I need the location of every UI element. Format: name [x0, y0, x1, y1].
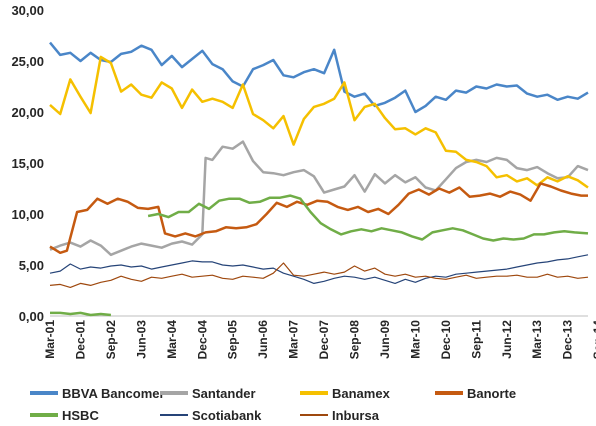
y-tick-label: 30,00 — [11, 3, 44, 18]
legend-item-banorte: Banorte — [435, 384, 516, 402]
series-line-santander — [49, 140, 589, 257]
y-tick-label: 5,00 — [19, 258, 44, 273]
line-chart: 0,00 5,00 10,00 15,00 20,00 25,00 30,00 Mar-01… — [11, 3, 596, 360]
legend-item-santander: Santander — [160, 384, 256, 402]
x-tick-label: Dec-01 — [73, 320, 87, 360]
x-tick-label: Sep-14 — [591, 320, 596, 360]
x-tick-label: Sep-08 — [348, 320, 362, 360]
x-tick-label: Mar-13 — [530, 320, 544, 359]
legend-item-hsbc: HSBC — [30, 406, 99, 424]
legend-swatch — [30, 391, 58, 395]
x-tick-label: Jun-06 — [256, 320, 270, 359]
y-tick-label: 10,00 — [11, 207, 44, 222]
series-line-hsbc — [50, 194, 589, 317]
x-tick-label: Dec-04 — [195, 320, 209, 360]
legend-item-bbva-bancomer: BBVA Bancomer — [30, 384, 165, 402]
x-tick-label: Dec-13 — [561, 320, 575, 360]
series-line-bbva-bancomer — [49, 41, 589, 114]
y-tick-label: 25,00 — [11, 54, 44, 69]
x-tick-label: Jun-12 — [500, 320, 514, 359]
legend-swatch — [30, 413, 58, 417]
x-axis: Mar-01 Dec-01 Sep-02 Jun-03 Mar-04 Dec-04 Sep-… — [43, 315, 596, 360]
legend-label: Santander — [192, 385, 256, 401]
legend-label: Scotiabank — [192, 407, 262, 423]
legend-item-banamex: Banamex — [300, 384, 390, 402]
x-tick-label: Jun-09 — [378, 320, 392, 359]
x-tick-label: Sep-02 — [104, 320, 118, 360]
legend-swatch — [300, 414, 328, 416]
legend-swatch — [160, 414, 188, 416]
series-line-inbursa — [49, 262, 589, 288]
legend-item-inbursa: Inbursa — [300, 406, 379, 424]
x-tick-label: Mar-01 — [43, 320, 57, 359]
x-tick-label: Mar-10 — [408, 320, 422, 359]
x-tick-label: Mar-07 — [287, 320, 301, 359]
x-tick-label: Dec-10 — [439, 320, 453, 360]
legend-swatch — [160, 391, 188, 395]
legend-swatch — [300, 391, 328, 395]
y-axis: 0,00 5,00 10,00 15,00 20,00 25,00 30,00 — [11, 3, 44, 324]
y-tick-label: 0,00 — [19, 309, 44, 324]
x-tick-label: Dec-07 — [317, 320, 331, 360]
x-tick-label: Jun-03 — [134, 320, 148, 359]
x-tick-label: Sep-11 — [469, 320, 483, 359]
chart-legend: BBVA Bancomer Santander Banamex Banorte HSBC… — [0, 380, 596, 426]
x-tick-label: Mar-04 — [165, 320, 179, 359]
legend-label: Inbursa — [332, 407, 379, 423]
series-line-banamex — [49, 55, 589, 189]
series-line-banorte — [49, 182, 588, 255]
y-tick-label: 15,00 — [11, 156, 44, 171]
legend-label: Banamex — [332, 385, 390, 401]
legend-swatch — [435, 391, 463, 395]
legend-label: BBVA Bancomer — [62, 385, 165, 401]
legend-label: HSBC — [62, 407, 99, 423]
y-tick-label: 20,00 — [11, 105, 44, 120]
legend-item-scotiabank: Scotiabank — [160, 406, 261, 424]
x-tick-label: Sep-05 — [226, 320, 240, 360]
legend-label: Banorte — [467, 385, 517, 401]
series-line-scotiabank — [49, 254, 589, 284]
series-lines — [49, 41, 589, 317]
